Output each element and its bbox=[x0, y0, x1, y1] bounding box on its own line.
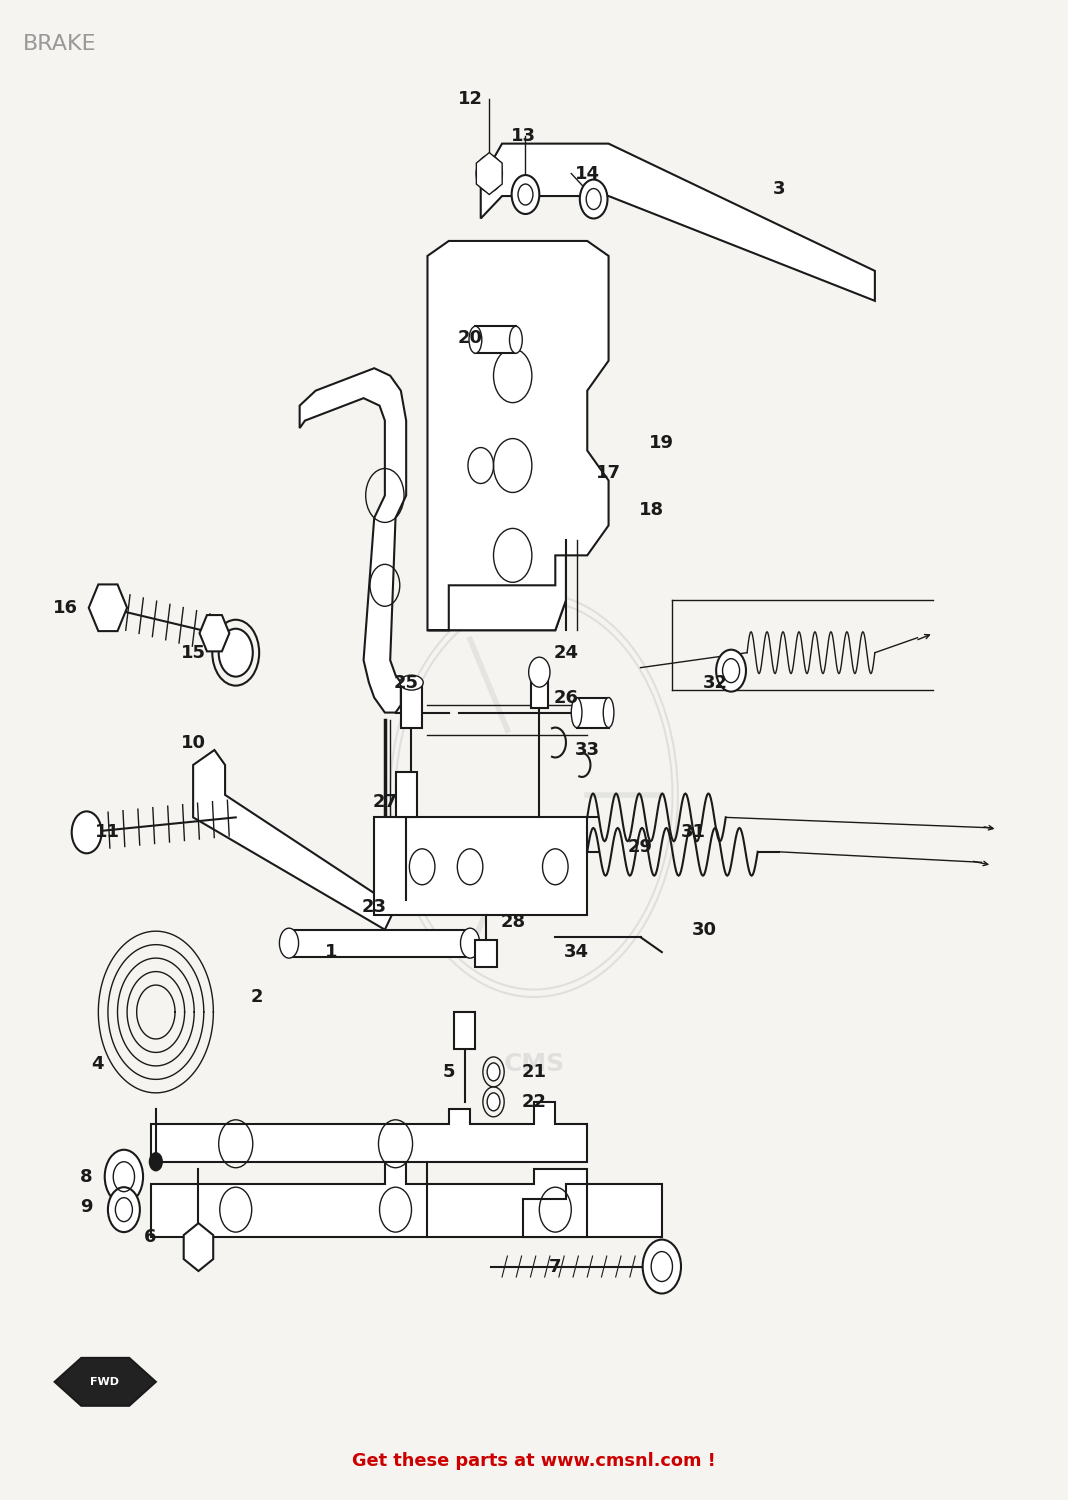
Text: 23: 23 bbox=[362, 898, 387, 916]
Text: 9: 9 bbox=[80, 1197, 93, 1215]
Ellipse shape bbox=[509, 327, 522, 352]
Text: BRAKE: BRAKE bbox=[22, 34, 96, 54]
Polygon shape bbox=[427, 242, 609, 630]
Text: 1: 1 bbox=[326, 944, 337, 962]
Circle shape bbox=[487, 1094, 500, 1112]
Bar bbox=[289, 930, 470, 957]
Text: 28: 28 bbox=[500, 914, 525, 932]
Bar bbox=[400, 682, 422, 728]
Text: 22: 22 bbox=[521, 1094, 547, 1112]
Text: FWD: FWD bbox=[90, 1377, 120, 1388]
Text: 6: 6 bbox=[144, 1227, 157, 1245]
Ellipse shape bbox=[469, 327, 482, 352]
Text: 29: 29 bbox=[628, 839, 653, 856]
Text: 11: 11 bbox=[95, 824, 121, 842]
Polygon shape bbox=[54, 1358, 156, 1406]
Polygon shape bbox=[481, 144, 875, 302]
Ellipse shape bbox=[280, 928, 299, 958]
Polygon shape bbox=[151, 1161, 662, 1236]
Text: CMS: CMS bbox=[503, 1053, 565, 1077]
Text: 24: 24 bbox=[553, 644, 579, 662]
Bar bbox=[374, 818, 587, 915]
Bar bbox=[454, 1013, 475, 1050]
Text: 15: 15 bbox=[180, 644, 206, 662]
Text: 14: 14 bbox=[575, 165, 600, 183]
Circle shape bbox=[108, 1186, 140, 1231]
Bar bbox=[577, 698, 609, 728]
Text: 16: 16 bbox=[52, 598, 78, 616]
Circle shape bbox=[643, 1239, 681, 1293]
Polygon shape bbox=[151, 1102, 587, 1161]
Circle shape bbox=[580, 180, 608, 219]
Circle shape bbox=[219, 628, 253, 676]
Text: 2: 2 bbox=[251, 988, 264, 1006]
Polygon shape bbox=[523, 1184, 587, 1236]
Text: 30: 30 bbox=[692, 921, 717, 939]
Circle shape bbox=[72, 812, 101, 853]
Text: 31: 31 bbox=[681, 824, 706, 842]
Text: 19: 19 bbox=[649, 433, 674, 451]
Ellipse shape bbox=[460, 928, 480, 958]
Text: 7: 7 bbox=[549, 1257, 562, 1275]
Polygon shape bbox=[427, 555, 566, 630]
Text: 12: 12 bbox=[457, 90, 483, 108]
Text: 20: 20 bbox=[457, 330, 483, 348]
Circle shape bbox=[717, 650, 745, 692]
Circle shape bbox=[512, 176, 539, 214]
Circle shape bbox=[487, 1064, 500, 1082]
Bar bbox=[475, 327, 516, 352]
Text: 10: 10 bbox=[180, 734, 206, 752]
Text: 34: 34 bbox=[564, 944, 590, 962]
Ellipse shape bbox=[603, 698, 614, 728]
Text: 32: 32 bbox=[703, 674, 727, 692]
Bar bbox=[395, 772, 417, 818]
Text: 18: 18 bbox=[639, 501, 663, 519]
Text: 21: 21 bbox=[521, 1064, 547, 1082]
Circle shape bbox=[150, 1154, 162, 1170]
Text: 4: 4 bbox=[91, 1056, 104, 1074]
Circle shape bbox=[476, 156, 502, 192]
Circle shape bbox=[105, 1150, 143, 1203]
Polygon shape bbox=[300, 368, 406, 712]
Polygon shape bbox=[193, 750, 395, 930]
Text: 25: 25 bbox=[394, 674, 419, 692]
Text: 3: 3 bbox=[773, 180, 785, 198]
Text: 27: 27 bbox=[373, 794, 397, 812]
Text: 33: 33 bbox=[575, 741, 600, 759]
Text: 17: 17 bbox=[596, 464, 622, 482]
Text: Get these parts at www.cmsnl.com !: Get these parts at www.cmsnl.com ! bbox=[352, 1452, 716, 1470]
Text: 26: 26 bbox=[553, 688, 579, 706]
Text: 8: 8 bbox=[80, 1167, 93, 1185]
Circle shape bbox=[529, 657, 550, 687]
Text: 5: 5 bbox=[442, 1064, 455, 1082]
Ellipse shape bbox=[399, 675, 423, 690]
Text: 13: 13 bbox=[511, 128, 536, 146]
Bar bbox=[531, 675, 548, 708]
Ellipse shape bbox=[571, 698, 582, 728]
Bar bbox=[475, 940, 497, 968]
